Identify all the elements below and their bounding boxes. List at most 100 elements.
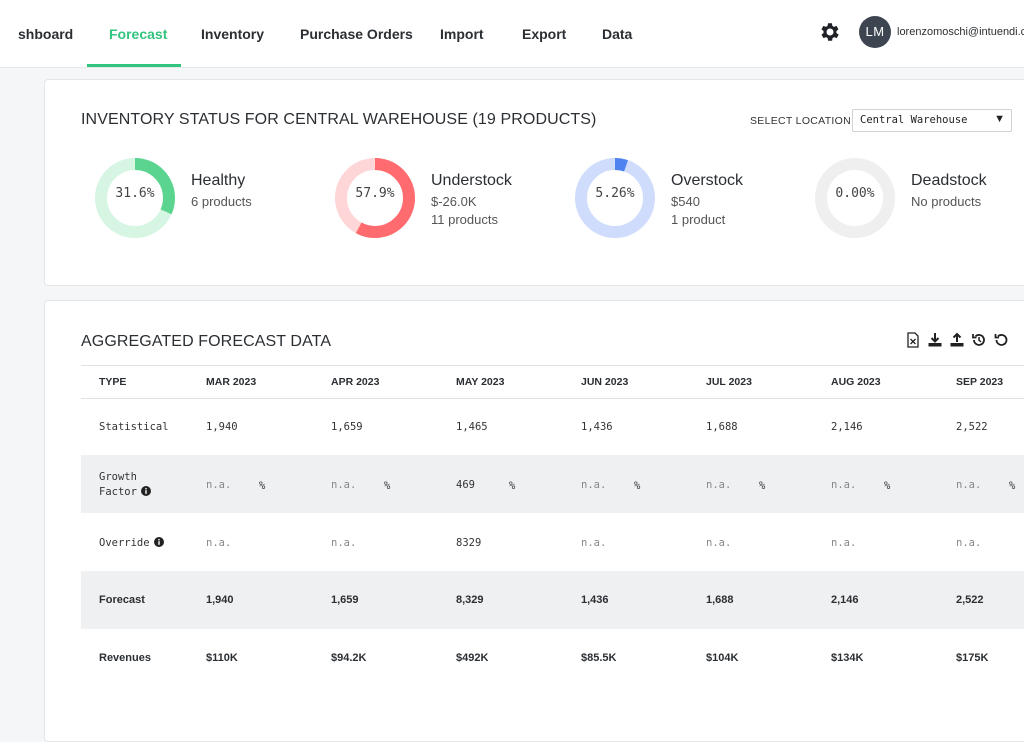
forecast-cell: 1,436 [581,594,609,606]
nav-import[interactable]: Import [440,26,484,42]
nav-active-indicator [87,64,181,67]
gear-icon[interactable] [818,20,842,44]
understock-donut [335,158,415,238]
overstock-count: 1 product [671,212,726,227]
percent-sign: % [384,480,391,492]
col-header-month: SEP 2023 [956,376,1004,388]
select-location-label: SELECT LOCATION [750,115,851,127]
status-overstock: 5.26% Overstock $540 1 product [573,156,793,240]
col-header-month: JUL 2023 [706,376,752,388]
healthy-percent: 31.6% [115,186,155,201]
revenue-cell: $104K [706,652,739,664]
percent-sign: % [759,480,766,492]
forecast-cell: 2,522 [956,594,984,606]
revenue-cell: $134K [831,652,864,664]
forecast-cell: 1,940 [206,594,234,606]
overstock-percent: 5.26% [595,186,635,201]
revenue-cell: $85.5K [581,652,617,664]
col-header-type: TYPE [99,376,127,388]
table-header: TYPE MAR 2023 APR 2023 MAY 2023 JUN 2023… [81,365,1024,399]
statistical-cell: 2,146 [831,421,863,433]
healthy-donut [95,158,175,238]
inventory-status-card: INVENTORY STATUS FOR CENTRAL WAREHOUSE (… [44,79,1024,286]
nav-dashboard[interactable]: shboard [18,26,74,42]
deadstock-title: Deadstock [911,172,987,189]
deadstock-donut [815,158,895,238]
understock-percent: 57.9% [355,186,395,201]
healthy-title: Healthy [191,172,246,189]
growth-input[interactable]: n.a. [706,479,732,491]
row-label-statistical: Statistical [99,421,169,433]
row-label-revenues: Revenues [99,652,151,664]
top-nav: shboard Forecast Inventory Purchase Orde… [0,0,1024,68]
growth-input[interactable]: n.a. [206,479,232,491]
override-input[interactable]: n.a. [331,537,357,549]
statistical-cell: 1,436 [581,421,613,433]
row-label-override-text: Override [99,537,150,549]
user-email[interactable]: lorenzomoschi@intuendi.com [897,26,1024,38]
nav-export[interactable]: Export [522,26,567,42]
override-input[interactable]: n.a. [706,537,732,549]
growth-input[interactable]: n.a. [581,479,607,491]
override-input[interactable]: n.a. [831,537,857,549]
override-input[interactable]: 8329 [456,537,482,549]
growth-input[interactable]: n.a. [831,479,857,491]
nav-purchase-orders[interactable]: Purchase Orders [300,26,413,42]
row-label-factor-text: Factor [99,486,137,498]
override-input[interactable]: n.a. [206,537,232,549]
revenue-cell: $94.2K [331,652,367,664]
excel-icon[interactable] [905,332,921,348]
statistical-cell: 1,465 [456,421,488,433]
deadstock-count: No products [911,194,982,209]
forecast-title: AGGREGATED FORECAST DATA [81,333,332,350]
forecast-cell: 2,146 [831,594,859,606]
understock-count: 11 products [431,212,498,227]
info-icon[interactable] [140,486,151,496]
row-revenues: Revenues $110K $94.2K $492K $85.5K $104K… [81,629,1024,687]
overstock-value: $540 [671,194,700,209]
statistical-cell: 2,522 [956,421,988,433]
percent-sign: % [1009,480,1016,492]
statistical-cell: 1,659 [331,421,363,433]
overstock-donut [575,158,655,238]
understock-title: Understock [431,172,512,189]
revenue-cell: $110K [206,652,238,664]
override-input[interactable]: n.a. [581,537,607,549]
row-label-factor: Factor [99,486,151,498]
overstock-title: Overstock [671,172,744,189]
forecast-cell: 1,688 [706,594,734,606]
download-icon[interactable] [927,332,943,348]
status-healthy: 31.6% Healthy 6 products [93,156,313,240]
row-forecast: Forecast 1,940 1,659 8,329 1,436 1,688 2… [81,571,1024,629]
col-header-month: AUG 2023 [831,376,881,388]
override-input[interactable]: n.a. [956,537,982,549]
row-override: Override n.a. n.a. 8329 n.a. n.a. n.a. n… [81,513,1024,571]
status-deadstock: 0.00% Deadstock No products [813,156,1013,240]
info-icon[interactable] [153,537,164,547]
nav-forecast[interactable]: Forecast [109,26,168,42]
col-header-month: JUN 2023 [581,376,629,388]
caret-down-icon: ▼ [994,113,1005,125]
history-icon[interactable] [971,332,987,348]
deadstock-percent: 0.00% [835,186,875,201]
nav-data[interactable]: Data [602,26,633,42]
upload-icon[interactable] [949,332,965,348]
statistical-cell: 1,940 [206,421,238,433]
col-header-month: MAR 2023 [206,376,257,388]
revenue-cell: $175K [956,652,989,664]
growth-input[interactable]: n.a. [331,479,357,491]
row-statistical: Statistical 1,940 1,659 1,465 1,436 1,68… [81,397,1024,455]
growth-input[interactable]: n.a. [956,479,982,491]
percent-sign: % [259,480,266,492]
undo-icon[interactable] [993,332,1009,348]
understock-value: $-26.0K [431,194,477,209]
avatar[interactable]: LM [859,16,891,48]
nav-inventory[interactable]: Inventory [201,26,265,42]
percent-sign: % [884,480,891,492]
col-header-month: APR 2023 [331,376,380,388]
percent-sign: % [509,480,516,492]
growth-input[interactable]: 469 [456,479,475,491]
row-label-override: Override [99,537,164,549]
col-header-month: MAY 2023 [456,376,505,388]
location-select[interactable]: Central Warehouse ▼ [852,109,1012,132]
